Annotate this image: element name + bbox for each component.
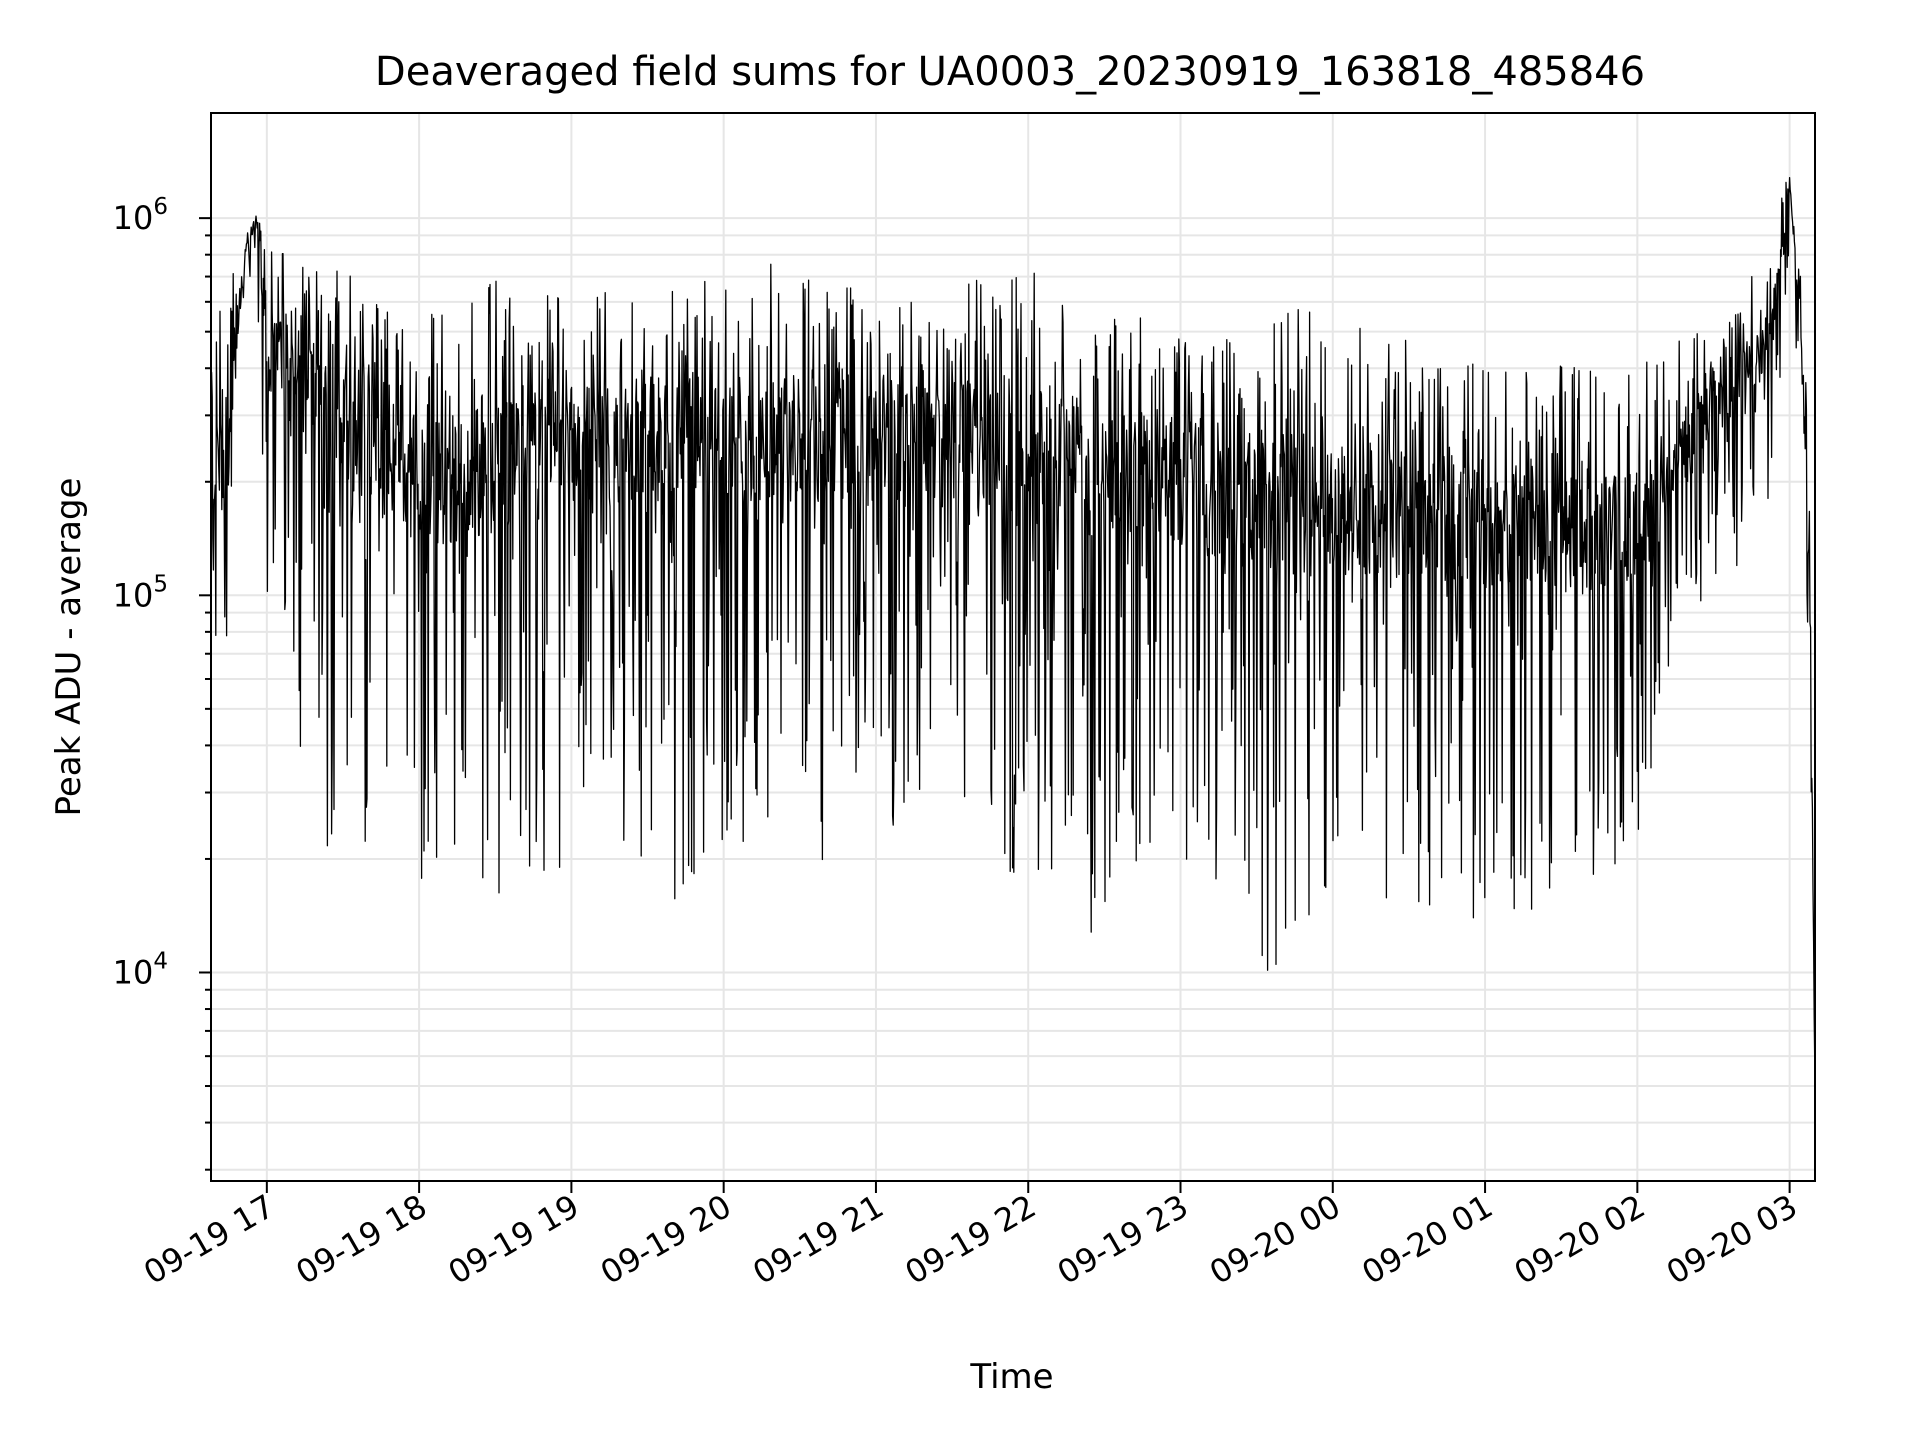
chart-title: Deaveraged field sums for UA0003_2023091… — [375, 49, 1645, 95]
y-axis-label: Peak ADU - average — [49, 478, 89, 817]
y-tick-base: 10 — [113, 953, 154, 991]
x-axis-label: Time — [969, 1357, 1053, 1397]
y-tick-base: 10 — [113, 576, 154, 614]
series-line — [210, 177, 1816, 1069]
y-tick-exponent: 4 — [153, 948, 168, 974]
y-tick-exponent: 6 — [153, 194, 168, 220]
y-tick-base: 10 — [113, 199, 154, 237]
y-tick-exponent: 5 — [153, 571, 168, 597]
y-tick-label: 104 — [113, 948, 168, 991]
y-tick-label: 106 — [113, 194, 168, 237]
y-tick-label: 105 — [113, 571, 168, 614]
plot-frame — [210, 112, 1816, 1182]
series-layer — [210, 177, 1816, 1069]
